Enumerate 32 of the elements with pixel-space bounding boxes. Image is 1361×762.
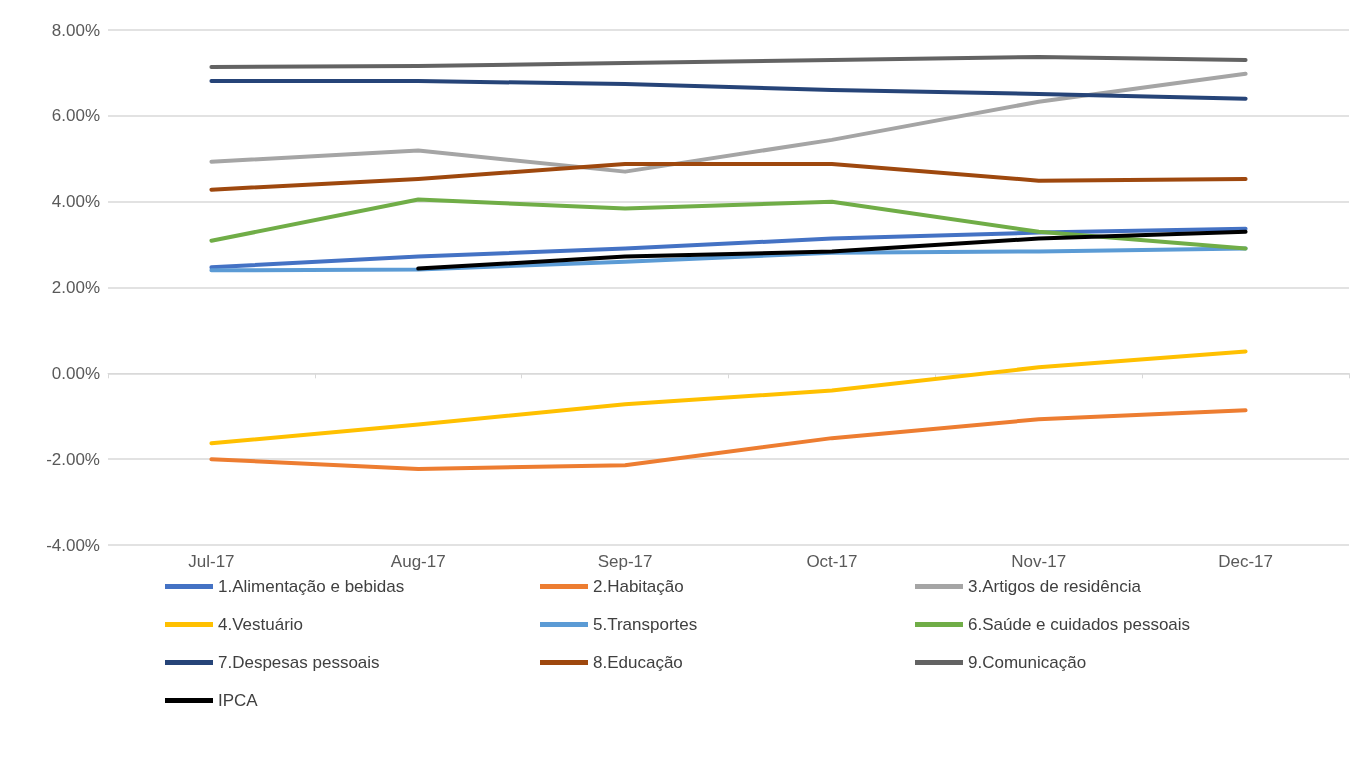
- legend-label: 2.Habitação: [593, 577, 684, 596]
- x-tick-label: Aug-17: [390, 552, 446, 571]
- line-series: [209, 226, 1248, 270]
- line-series: [209, 55, 1248, 69]
- line-series: [209, 79, 1248, 101]
- x-tick-label: Jul-17: [188, 552, 235, 571]
- y-tick-label: 8.00%: [51, 20, 100, 40]
- legend-label: 1.Alimentação e bebidas: [218, 577, 405, 596]
- x-tick-label: Oct-17: [806, 552, 858, 571]
- line-series: [209, 197, 1248, 251]
- line-series: [209, 349, 1248, 446]
- y-tick-label: -2.00%: [46, 449, 100, 469]
- legend-label: 5.Transportes: [593, 615, 698, 634]
- y-tick-label: 2.00%: [51, 278, 100, 297]
- x-tick-label: Sep-17: [597, 552, 653, 571]
- legend-label: 6.Saúde e cuidados pessoais: [968, 615, 1191, 634]
- legend-label: 4.Vestuário: [218, 615, 304, 634]
- legend-label: 3.Artigos de residência: [968, 577, 1142, 596]
- line-series: [209, 161, 1248, 192]
- legend-label: 9.Comunicação: [968, 653, 1087, 672]
- y-tick-label: 4.00%: [51, 192, 100, 212]
- line-series: [209, 71, 1248, 174]
- y-tick-label: 0.00%: [51, 363, 100, 383]
- legend-label: 8.Educação: [593, 653, 683, 672]
- y-tick-label: 6.00%: [51, 106, 100, 126]
- line-series: [209, 408, 1248, 472]
- x-tick-label: Dec-17: [1218, 552, 1273, 571]
- y-tick-label: -4.00%: [46, 535, 100, 555]
- line-series: [416, 229, 1248, 271]
- x-tick-label: Nov-17: [1011, 552, 1067, 571]
- legend-label: 7.Despesas pessoais: [218, 653, 380, 672]
- legend-label: IPCA: [218, 691, 259, 710]
